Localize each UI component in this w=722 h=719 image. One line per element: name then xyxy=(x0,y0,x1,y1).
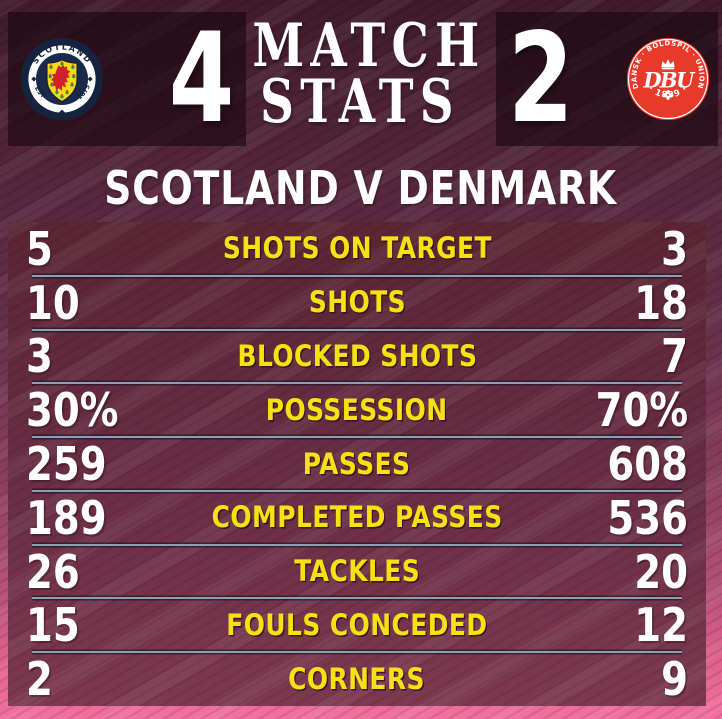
away-team-panel: 2 DANSK · BOLDSPIL · UNION · 1889 · DBU xyxy=(496,12,718,146)
home-value: 30% xyxy=(26,383,119,438)
stats-table: 5 SHOTS ON TARGET 3 10 SHOTS 18 3 BLOCKE… xyxy=(8,222,706,706)
home-score: 4 xyxy=(168,7,234,151)
stat-label: FOULS CONCEDED xyxy=(226,607,488,642)
stat-label: COMPLETED PASSES xyxy=(211,500,503,535)
stat-label: CORNERS xyxy=(288,661,426,696)
crown-icon xyxy=(661,59,675,70)
away-value: 20 xyxy=(634,544,688,599)
away-value: 608 xyxy=(607,437,688,492)
away-value: 9 xyxy=(661,652,688,707)
away-value: 3 xyxy=(661,221,688,276)
stat-label: TACKLES xyxy=(294,554,420,589)
stat-row-completed-passes: 189 COMPLETED PASSES 536 xyxy=(8,490,706,546)
stat-label: BLOCKED SHOTS xyxy=(237,338,477,373)
stat-row-blocked-shots: 3 BLOCKED SHOTS 7 xyxy=(8,329,706,385)
stat-row-fouls-conceded: 15 FOULS CONCEDED 12 xyxy=(8,598,706,654)
home-team-panel: SCOTLAND EST 1873 xyxy=(8,12,246,146)
stat-label: SHOTS xyxy=(308,285,406,320)
stat-label: SHOTS ON TARGET xyxy=(222,231,492,266)
home-value: 259 xyxy=(26,437,107,492)
stat-row-shots-on-target: 5 SHOTS ON TARGET 3 xyxy=(8,221,706,277)
away-value: 12 xyxy=(634,598,688,653)
away-value: 536 xyxy=(607,490,688,545)
title-line-1: MATCH xyxy=(252,11,486,81)
home-value: 26 xyxy=(26,544,80,599)
stat-row-possession: 30% POSSESSION 70% xyxy=(8,383,706,438)
stat-row-shots: 10 SHOTS 18 xyxy=(8,275,706,331)
thistle-dots xyxy=(48,61,76,99)
away-value: 70% xyxy=(595,383,688,438)
stat-row-tackles: 26 TACKLES 20 xyxy=(8,544,706,600)
page-title: MATCH STATS xyxy=(222,11,498,137)
home-value: 2 xyxy=(26,652,53,707)
home-value: 5 xyxy=(26,221,53,276)
home-value: 189 xyxy=(26,490,107,545)
scotland-crest-icon: SCOTLAND EST 1873 xyxy=(20,37,104,121)
away-value: 18 xyxy=(634,275,688,330)
home-value: 15 xyxy=(26,598,80,653)
stat-row-corners: 2 CORNERS 9 xyxy=(8,652,706,706)
away-score: 2 xyxy=(508,7,574,151)
home-value: 3 xyxy=(26,329,53,384)
home-value: 10 xyxy=(26,275,80,330)
stat-label: PASSES xyxy=(303,446,411,481)
title-line-2: STATS xyxy=(260,67,460,137)
fixture-title: SCOTLAND V DENMARK xyxy=(104,161,618,215)
away-value: 7 xyxy=(661,329,688,384)
stat-row-passes: 259 PASSES 608 xyxy=(8,437,706,492)
dbu-center-text: DBU xyxy=(642,67,696,92)
stat-label: POSSESSION xyxy=(266,392,448,427)
lion-rampant-icon xyxy=(51,64,71,91)
dbu-crest-icon: DANSK · BOLDSPIL · UNION · 1889 · DBU xyxy=(626,37,710,121)
rose-ornament-icon xyxy=(662,90,674,100)
